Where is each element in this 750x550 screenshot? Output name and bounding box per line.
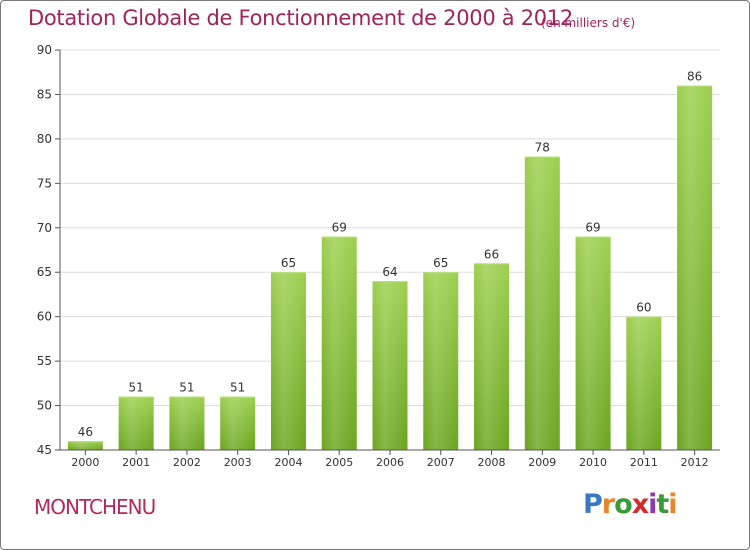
y-tick-label: 90	[37, 43, 52, 57]
x-tick-label: 2004	[274, 456, 302, 469]
bar-value-label: 46	[78, 425, 93, 439]
x-tick-label: 2007	[427, 456, 455, 469]
bar-highlight	[372, 281, 408, 450]
logo-letter: o	[614, 489, 633, 520]
bar-highlight	[67, 441, 103, 450]
x-tick-label: 2002	[173, 456, 201, 469]
bar-value-label: 60	[636, 301, 651, 315]
bar-value-label: 86	[687, 70, 702, 84]
bar-highlight	[321, 236, 357, 450]
y-tick-label: 65	[37, 265, 52, 279]
x-tick-label: 2011	[630, 456, 658, 469]
bar-value-label: 78	[535, 141, 550, 155]
labels: 45 50 55 60 65 70 75 80 85 90 46 2000 51 2001 51 2002 51…	[37, 43, 709, 469]
x-tick-label: 2001	[122, 456, 150, 469]
y-tick-label: 60	[37, 310, 52, 324]
y-tick-label: 75	[37, 176, 52, 190]
x-tick-label: 2012	[681, 456, 709, 469]
bar-value-label: 51	[230, 381, 245, 395]
bar-value-label: 65	[281, 256, 296, 270]
x-tick-label: 2010	[579, 456, 607, 469]
y-tick-label: 85	[37, 87, 52, 101]
bars	[67, 85, 713, 451]
y-tick-label: 80	[37, 132, 52, 146]
bar-value-label: 51	[129, 381, 144, 395]
logo-letter: t	[656, 489, 669, 520]
logo-letter: x	[631, 489, 649, 520]
bar-value-label: 69	[585, 221, 600, 235]
x-tick-label: 2008	[478, 456, 506, 469]
bar-value-label: 51	[179, 381, 194, 395]
x-tick-label: 2009	[528, 456, 556, 469]
x-tick-label: 2005	[325, 456, 353, 469]
logo-letter: r	[601, 489, 615, 520]
bar-highlight	[524, 156, 560, 450]
axes	[55, 49, 720, 455]
y-tick-label: 45	[37, 443, 52, 457]
bar-highlight	[220, 396, 256, 450]
commune-name: MONTCHENU	[34, 495, 156, 519]
logo-letter: i	[648, 489, 657, 520]
x-tick-label: 2006	[376, 456, 404, 469]
y-tick-label: 55	[37, 354, 52, 368]
chart-subtitle: (en milliers d'€)	[541, 16, 636, 30]
bar-highlight	[626, 316, 662, 450]
bar-highlight	[575, 236, 611, 450]
proxiti-logo[interactable]: Proxiti	[583, 489, 678, 520]
chart-title: Dotation Globale de Fonctionnement de 20…	[28, 6, 573, 30]
x-tick-label: 2000	[71, 456, 99, 469]
bar-value-label: 64	[382, 265, 397, 279]
bar-highlight	[474, 263, 510, 450]
bar-value-label: 69	[332, 221, 347, 235]
y-tick-label: 50	[37, 399, 52, 413]
bar-highlight	[677, 85, 713, 451]
bar-value-label: 66	[484, 247, 499, 261]
y-tick-label: 70	[37, 221, 52, 235]
x-tick-label: 2003	[224, 456, 252, 469]
logo-letter: i	[668, 489, 677, 520]
bar-highlight	[118, 396, 154, 450]
bar-highlight	[270, 272, 306, 450]
bar-highlight	[423, 272, 459, 450]
logo-letter: P	[583, 489, 603, 520]
bar-highlight	[169, 396, 205, 450]
bar-value-label: 65	[433, 256, 448, 270]
